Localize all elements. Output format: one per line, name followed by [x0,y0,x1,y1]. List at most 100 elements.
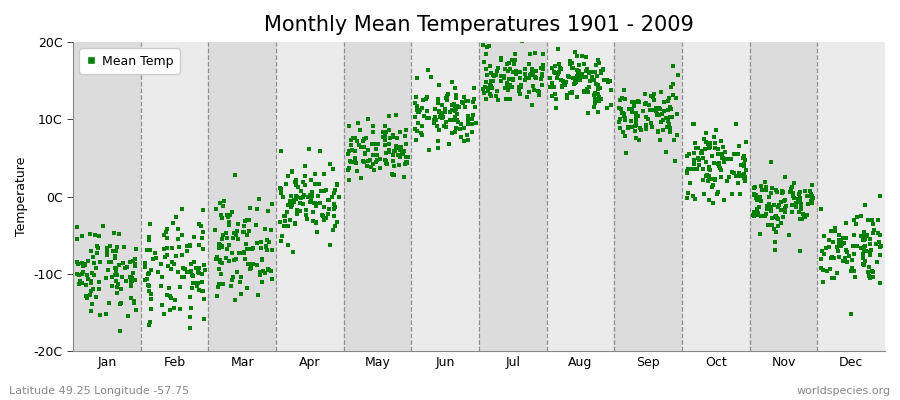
Point [302,194,316,201]
Point [308,200,322,206]
Point [237,249,251,255]
Point [702,197,716,203]
Point [105,274,120,280]
Point [589,100,603,106]
Point [514,84,528,90]
Point [629,122,643,129]
Point [220,235,235,241]
Point [78,261,93,268]
Point [428,106,442,112]
Point [392,162,406,169]
Point [273,218,287,225]
Bar [140,42,209,351]
Point [369,146,383,152]
Point [154,283,168,290]
Point [352,142,366,148]
Point [698,146,712,152]
Point [306,218,320,224]
Point [687,121,701,127]
Point [570,67,584,74]
Point [594,70,608,76]
Point [491,97,506,104]
Point [817,232,832,239]
Point [859,248,873,254]
Point [522,61,536,68]
Point [110,290,124,297]
Point [644,120,658,126]
Point [446,78,460,85]
Point [550,75,564,81]
Point [652,106,667,112]
Point [166,305,181,312]
Point [666,63,680,69]
Point [430,123,445,129]
Point [857,262,871,269]
Point [650,111,664,118]
Point [597,66,611,73]
Point [315,211,329,218]
Point [750,206,764,212]
Point [432,114,446,120]
Point [162,284,176,291]
Point [341,165,356,172]
Point [400,154,415,161]
Point [857,228,871,235]
Point [490,88,504,94]
Point [587,104,601,110]
Point [738,166,752,173]
Point [770,204,785,210]
Point [310,192,325,199]
Point [108,278,122,284]
Point [525,69,539,76]
Point [656,117,670,123]
Point [146,256,160,262]
Point [580,110,595,116]
Point [111,281,125,287]
Point [393,152,408,158]
Point [621,124,635,130]
Point [347,155,362,162]
Point [873,193,887,199]
Point [363,157,377,163]
Point [85,270,99,276]
Point [795,216,809,222]
Point [779,203,794,209]
Point [80,295,94,302]
Point [439,95,454,102]
Point [769,213,783,220]
Point [254,245,268,251]
Point [731,180,745,186]
Point [399,154,413,160]
Point [639,114,653,120]
Point [454,121,468,128]
Point [186,280,201,286]
Point [870,230,885,236]
Point [592,98,607,105]
Point [417,113,431,119]
Point [568,76,582,83]
Point [778,198,792,204]
Point [834,241,849,247]
Point [629,110,643,116]
Point [234,291,248,297]
Point [846,231,860,238]
Point [736,162,751,169]
Point [586,77,600,84]
Point [185,285,200,292]
Point [536,51,550,58]
Point [592,59,607,66]
Point [518,70,532,77]
Point [386,134,400,141]
Point [775,188,789,194]
Point [535,73,549,80]
Point [690,145,705,151]
Point [170,268,184,275]
Point [169,253,184,260]
Point [361,158,375,164]
Point [378,142,392,149]
Point [281,242,295,248]
Point [435,113,449,120]
Point [117,244,131,251]
Point [706,134,721,140]
Point [317,170,331,177]
